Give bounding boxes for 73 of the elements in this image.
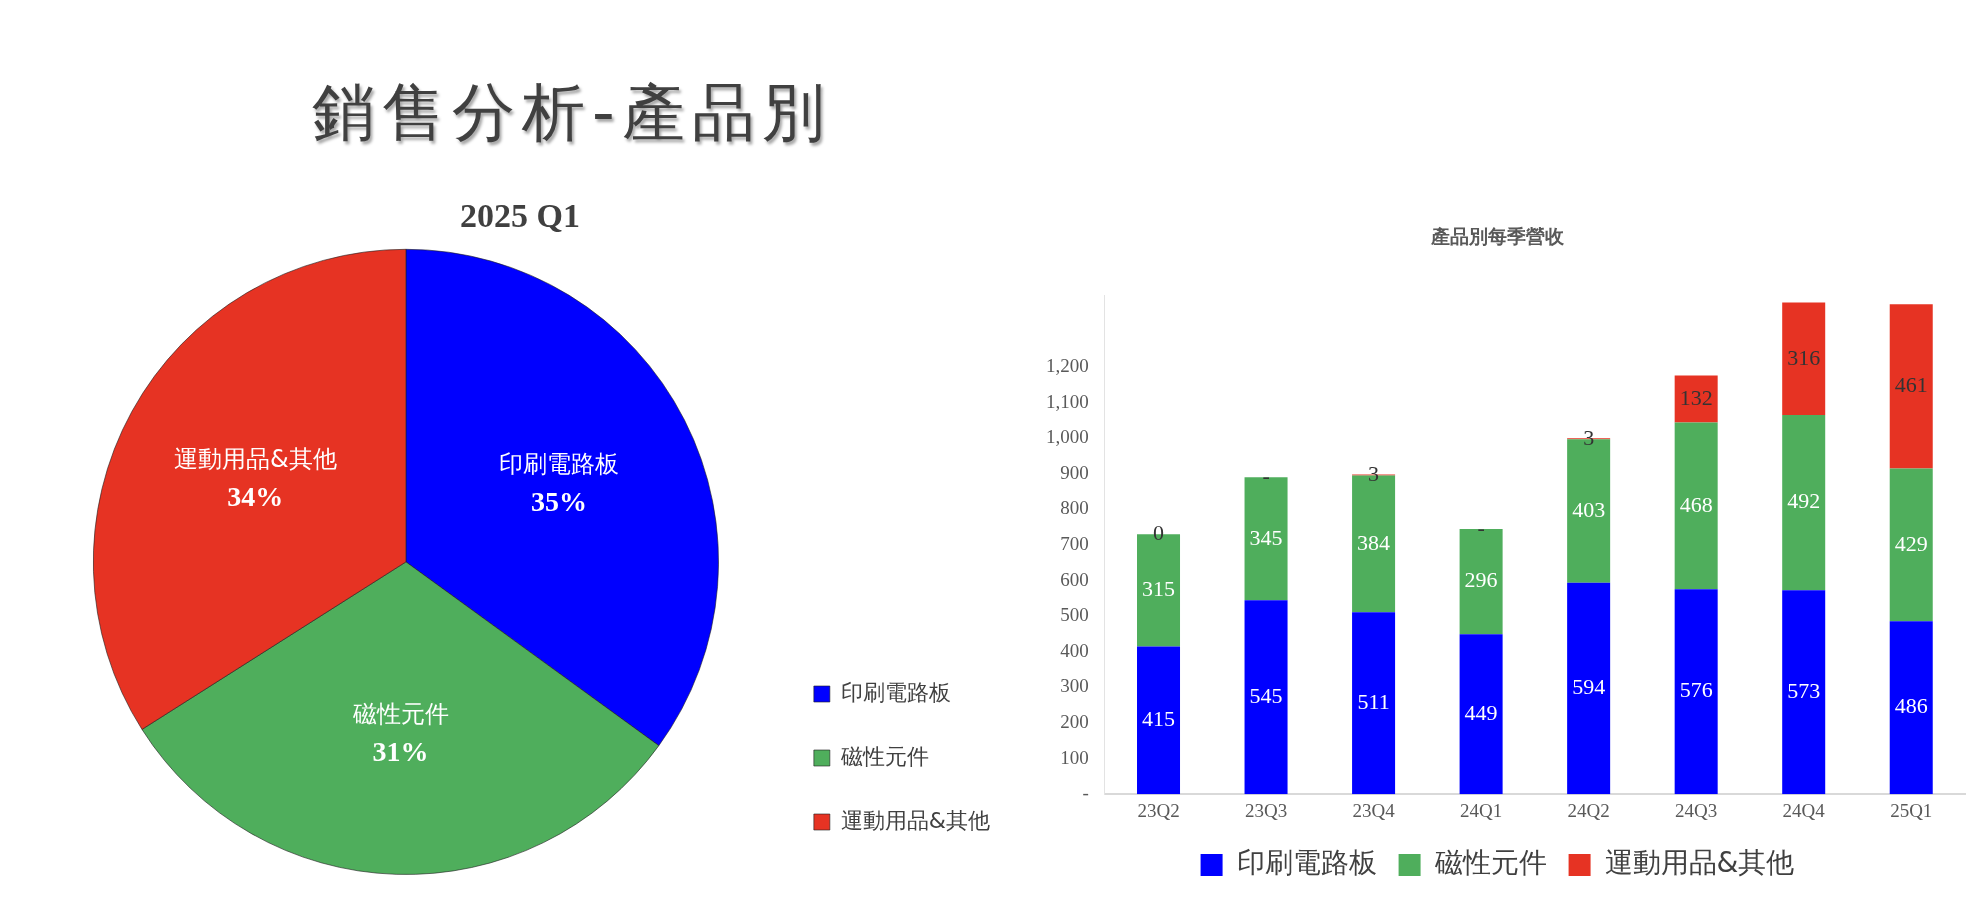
y-tick-label: - xyxy=(1082,782,1089,804)
data-label: 486 xyxy=(1894,693,1928,719)
data-label: 345 xyxy=(1249,524,1283,550)
y-tick-label: 400 xyxy=(1060,639,1089,661)
y-tick-label: 700 xyxy=(1060,532,1089,554)
bar xyxy=(1674,589,1718,795)
bar xyxy=(1782,415,1826,591)
bar xyxy=(1352,612,1396,795)
data-label: 468 xyxy=(1679,491,1713,517)
bar xyxy=(1889,304,1933,469)
bar xyxy=(1459,634,1503,795)
bar xyxy=(1674,375,1718,423)
y-tick-label: 600 xyxy=(1060,568,1089,590)
data-label: 415 xyxy=(1142,706,1176,732)
data-label: 384 xyxy=(1357,529,1391,555)
slice-label: 磁性元件 xyxy=(351,699,449,728)
legend-label: 印刷電路板 xyxy=(1236,846,1377,880)
y-tick-label: 800 xyxy=(1060,497,1089,519)
data-label: 34% xyxy=(227,481,284,513)
legend-label: 印刷電路板 xyxy=(840,679,951,705)
slice-label: 運動用品&其他 xyxy=(173,445,337,474)
data-label: 315 xyxy=(1142,576,1176,602)
legend-label: 磁性元件 xyxy=(839,743,929,769)
bar xyxy=(1567,582,1611,795)
y-tick-label: 1,100 xyxy=(1046,390,1089,412)
data-label: 132 xyxy=(1679,384,1713,410)
x-tick-label: 25Q1 xyxy=(1890,799,1933,821)
y-tick-label: 200 xyxy=(1060,710,1089,732)
data-label: 403 xyxy=(1572,496,1606,522)
bar xyxy=(1137,646,1181,795)
bar xyxy=(1889,621,1933,795)
x-tick-label: 24Q1 xyxy=(1459,799,1503,821)
y-tick-label: 1,000 xyxy=(1046,426,1089,448)
text: 銷售分析-產品別 xyxy=(312,76,832,149)
data-label: 296 xyxy=(1464,567,1498,593)
x-tick-label: 24Q4 xyxy=(1782,799,1826,821)
data-label: 573 xyxy=(1787,677,1821,703)
data-label: 511 xyxy=(1357,689,1390,715)
legend-label: 磁性元件 xyxy=(1433,846,1547,880)
legend-label: 運動用品&其他 xyxy=(1604,846,1795,880)
data-label: 31% xyxy=(372,735,429,767)
data-label: 492 xyxy=(1787,488,1821,514)
y-tick-label: 500 xyxy=(1060,604,1089,626)
chart-title: 產品別每季營收 xyxy=(1430,225,1565,248)
x-tick-label: 23Q3 xyxy=(1244,799,1288,821)
data-label: 35% xyxy=(531,486,588,518)
data-label: 429 xyxy=(1894,530,1928,556)
data-label: 545 xyxy=(1249,682,1283,708)
bar xyxy=(1674,422,1718,590)
data-label: 461 xyxy=(1894,372,1928,398)
y-tick-label: 300 xyxy=(1060,675,1089,697)
data-label: 449 xyxy=(1464,700,1498,726)
bar xyxy=(1459,528,1503,635)
slice-label: 印刷電路板 xyxy=(499,450,620,479)
data-label: 316 xyxy=(1787,344,1821,370)
y-tick-label: 100 xyxy=(1060,746,1089,768)
data-label: - xyxy=(1262,463,1270,489)
bar xyxy=(1782,302,1826,416)
data-label: 594 xyxy=(1572,674,1606,700)
x-tick-label: 24Q3 xyxy=(1675,799,1718,821)
bar xyxy=(1889,468,1933,622)
data-label: - xyxy=(1477,514,1485,540)
x-tick-label: 23Q2 xyxy=(1137,799,1180,821)
x-tick-label: 23Q4 xyxy=(1352,799,1396,821)
legend-label: 運動用品&其他 xyxy=(840,807,990,833)
bar xyxy=(1244,477,1288,601)
bar xyxy=(1244,600,1288,795)
y-tick-label: 900 xyxy=(1060,461,1089,483)
x-tick-label: 24Q2 xyxy=(1567,799,1610,821)
y-tick-label: 1,200 xyxy=(1046,354,1089,376)
bar xyxy=(1782,590,1826,795)
data-label: 576 xyxy=(1679,677,1713,703)
chart-title: 2025 Q1 xyxy=(460,197,580,235)
